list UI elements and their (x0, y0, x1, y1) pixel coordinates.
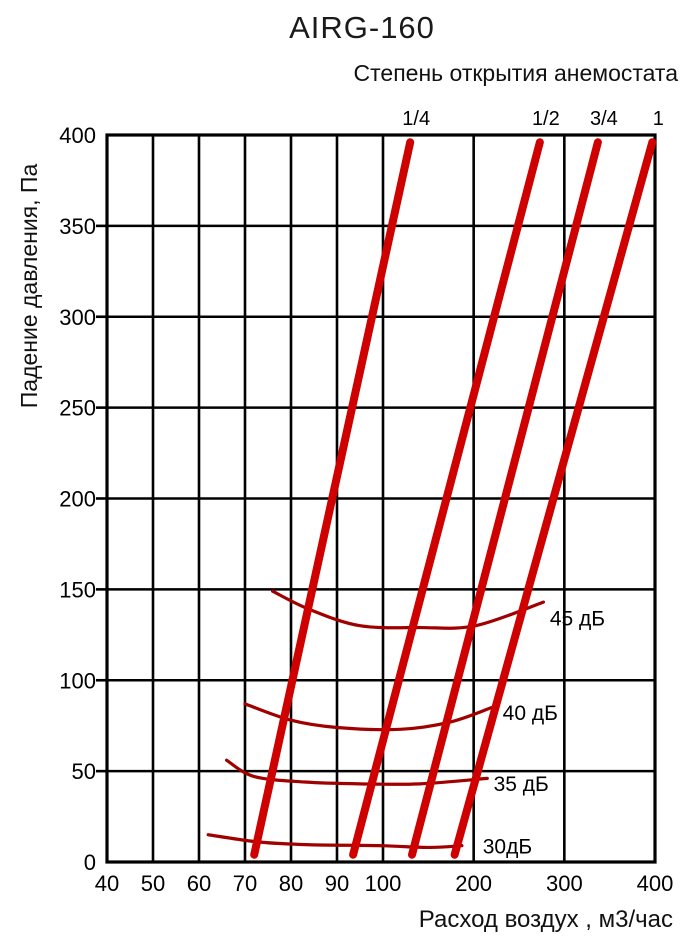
noise-level-curves: 45 дБ 40 дБ 35 дБ 30дБ (206, 589, 605, 859)
opening-degree-label: 1 (653, 108, 664, 130)
y-tick-label: 400 (59, 123, 96, 148)
x-axis-title: Расход воздух , м3/час (418, 906, 673, 933)
noise-curve-label: 30дБ (483, 836, 532, 859)
y-tick-label: 100 (59, 668, 96, 693)
opening-degree-line (408, 138, 602, 859)
opening-degree-label: 1/2 (532, 108, 560, 130)
noise-curve-label: 45 дБ (550, 607, 605, 630)
plot-border (105, 133, 657, 864)
y-tick-label: 200 (59, 487, 96, 512)
y-tick-label: 250 (59, 396, 96, 421)
x-tick-label: 100 (365, 871, 402, 896)
opening-degree-label: 1/4 (402, 108, 430, 130)
y-tick-label: 50 (72, 759, 96, 784)
x-tick-label: 40 (95, 871, 119, 896)
y-tick-label: 350 (59, 214, 96, 239)
noise-curve-label: 40 дБ (503, 702, 558, 725)
opening-degree-line (450, 138, 657, 859)
x-tick-label: 80 (279, 871, 303, 896)
chart-subtitle: Степень открытия анемостата (353, 60, 678, 86)
opening-degree-lines: 1/4 1/2 3/4 1 (250, 108, 664, 859)
opening-degree-label: 3/4 (590, 108, 618, 130)
axis-tick-labels: 40 50 60 70 80 90 100 200 300 400 0 50 100 150 200 250 3… (59, 123, 673, 896)
y-tick-label: 0 (84, 850, 96, 875)
opening-degree-line (349, 138, 544, 859)
x-tick-label: 400 (637, 871, 674, 896)
x-tick-label: 300 (546, 871, 583, 896)
noise-curve-label: 35 дБ (494, 773, 549, 796)
x-tick-label: 90 (325, 871, 349, 896)
y-tick-label: 150 (59, 577, 96, 602)
x-tick-label: 60 (187, 871, 211, 896)
opening-degree-line (250, 138, 415, 859)
x-tick-label: 70 (233, 871, 257, 896)
x-tick-label: 50 (141, 871, 165, 896)
gridlines (96, 133, 657, 864)
x-tick-label: 200 (455, 871, 492, 896)
y-tick-label: 300 (59, 305, 96, 330)
chart-title: AIRG-160 (289, 10, 435, 45)
